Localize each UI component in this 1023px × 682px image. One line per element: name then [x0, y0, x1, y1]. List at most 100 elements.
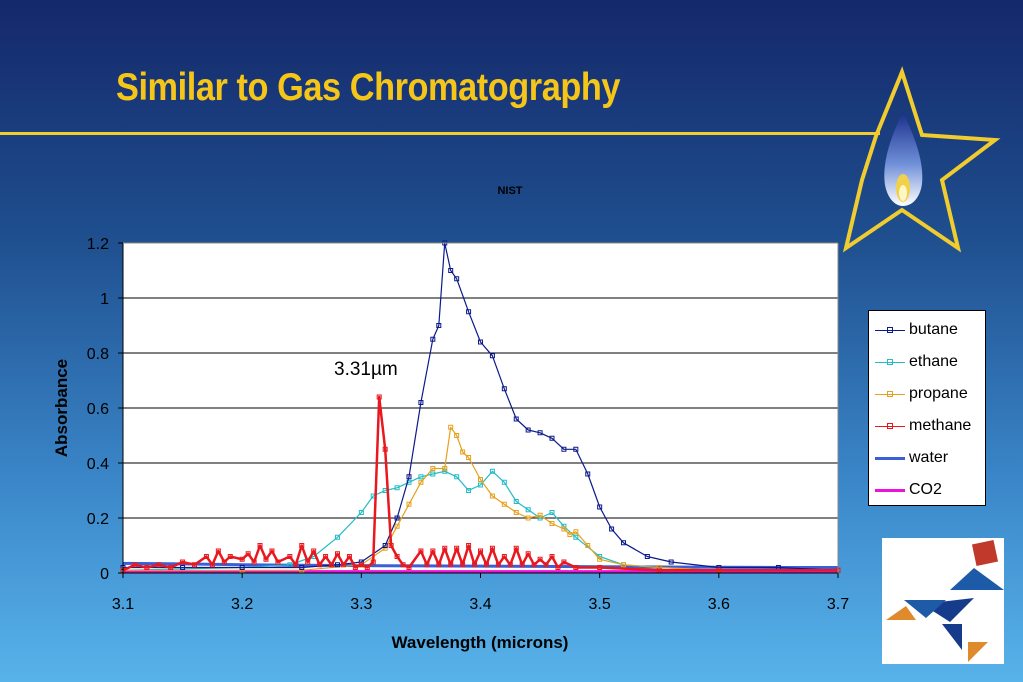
- data-point: [489, 353, 495, 359]
- legend-item-water: water: [875, 447, 948, 469]
- data-point: [597, 565, 603, 570]
- data-point: [621, 540, 626, 546]
- data-point: [478, 548, 483, 554]
- data-point: [585, 543, 591, 548]
- x-tick-label: 3.1: [112, 596, 134, 613]
- data-point: [299, 565, 305, 570]
- data-point: [466, 309, 472, 315]
- data-point: [394, 485, 400, 491]
- data-point: [346, 554, 352, 559]
- data-point: [525, 551, 531, 557]
- legend-item-methane: methane: [875, 415, 971, 437]
- data-point: [549, 510, 555, 515]
- data-point: [501, 554, 507, 559]
- data-point: [609, 526, 615, 532]
- data-point: [668, 559, 674, 565]
- data-point: [501, 386, 507, 392]
- data-point: [466, 455, 472, 460]
- data-point: [132, 562, 138, 568]
- data-point: [501, 479, 507, 485]
- x-tick-label: 3.2: [231, 596, 253, 613]
- legend-swatch: [875, 483, 905, 497]
- data-point: [573, 565, 579, 570]
- data-point: [436, 323, 442, 328]
- data-point: [549, 554, 555, 559]
- legend-swatch: [875, 323, 905, 337]
- data-point: [215, 548, 221, 554]
- data-point: [406, 565, 412, 570]
- data-point: [192, 562, 197, 568]
- data-point: [573, 446, 579, 452]
- legend-label: propane: [909, 385, 968, 402]
- data-point: [430, 548, 436, 554]
- legend-item-co2: CO2: [875, 479, 942, 501]
- data-point: [525, 507, 531, 513]
- data-point: [335, 534, 340, 540]
- data-point: [269, 548, 275, 554]
- data-point: [549, 435, 555, 441]
- data-point: [501, 501, 507, 507]
- x-tick-label: 3.5: [589, 596, 611, 613]
- data-point: [513, 545, 519, 551]
- legend-label: CO2: [909, 481, 942, 498]
- data-point: [394, 554, 400, 559]
- data-point: [597, 504, 603, 510]
- x-tick-label: 3.4: [469, 596, 491, 613]
- data-point: [507, 562, 513, 568]
- data-point: [352, 565, 358, 570]
- peak-annotation: 3.31µm: [334, 359, 398, 380]
- data-point: [621, 562, 626, 568]
- data-point: [203, 554, 209, 559]
- series-line: [122, 470, 838, 571]
- y-tick-label: 1.2: [87, 236, 109, 253]
- data-point: [382, 543, 388, 548]
- data-point: [430, 471, 436, 477]
- data-point: [495, 562, 501, 568]
- data-point: [335, 562, 340, 568]
- data-point: [257, 543, 263, 548]
- x-tick-label: 3.6: [708, 596, 730, 613]
- data-point: [543, 562, 549, 568]
- data-point: [478, 477, 483, 482]
- data-point: [442, 466, 448, 471]
- data-point: [239, 565, 245, 570]
- data-point: [454, 433, 460, 438]
- data-point: [418, 400, 424, 405]
- data-point: [454, 545, 460, 551]
- data-point: [656, 567, 662, 573]
- y-tick-label: 0.6: [87, 401, 109, 418]
- data-point: [478, 482, 483, 488]
- data-point: [340, 562, 346, 568]
- tangram-bird-logo: [882, 538, 1004, 664]
- data-point: [418, 479, 424, 485]
- data-point: [209, 562, 215, 568]
- data-point: [144, 565, 150, 570]
- axes: 0 0.2 0.4 0.6 0.8 1 1.2 3.1 3.2 3.3 3.4 3.5 3.6 3.7: [87, 236, 849, 613]
- data-point: [388, 543, 394, 548]
- data-point: [329, 562, 335, 568]
- data-point: [406, 501, 412, 507]
- data-point: [549, 521, 555, 526]
- legend-label: ethane: [909, 353, 958, 370]
- data-point: [519, 562, 525, 568]
- data-point: [251, 559, 257, 565]
- data-point: [382, 446, 388, 452]
- data-point: [221, 559, 227, 565]
- data-point: [287, 554, 293, 559]
- legend-item-butane: butane: [875, 319, 958, 341]
- x-tick-label: 3.7: [827, 596, 849, 613]
- data-point: [537, 556, 543, 562]
- data-point: [430, 336, 436, 342]
- chart-title: NIST: [497, 185, 522, 197]
- legend-swatch: [875, 387, 905, 401]
- data-point: [394, 515, 400, 521]
- data-point: [358, 510, 364, 515]
- data-point: [418, 474, 424, 480]
- data-point: [370, 559, 376, 565]
- legend-item-ethane: ethane: [875, 351, 958, 373]
- data-point: [573, 534, 579, 540]
- data-point: [489, 493, 495, 499]
- y-tick-label: 1: [100, 291, 109, 308]
- data-point: [305, 559, 311, 565]
